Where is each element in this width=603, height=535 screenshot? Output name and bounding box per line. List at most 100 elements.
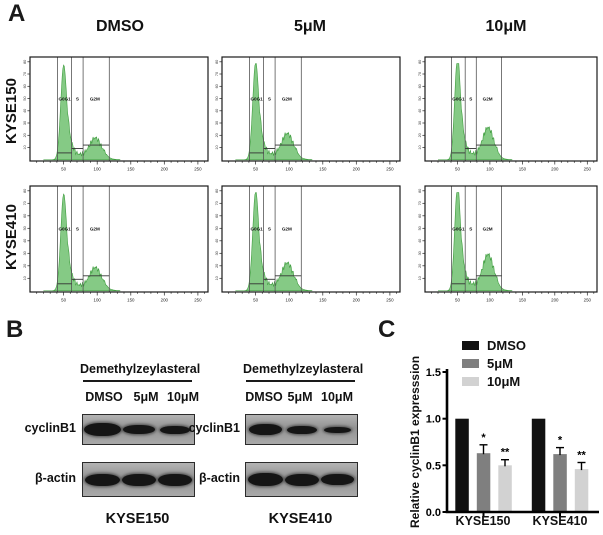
protein-label-cyclinb1: cyclinB1 [24, 421, 76, 435]
y-tick-label: 70 [23, 201, 27, 205]
significance-marker: ** [577, 450, 586, 462]
blot-band [157, 473, 192, 486]
significance-marker: * [558, 435, 563, 447]
lane-label-10um: 10μM [321, 390, 353, 404]
x-tick-label: 200 [353, 167, 361, 172]
y-tick-label: 80 [23, 189, 27, 193]
y-tick-label: 50 [215, 96, 219, 100]
flow-histogram-kyse150-dmso: G0G1 S G2M 50 100 150 200 250 10 20 30 40 50 60 70 80 [19, 54, 211, 174]
lane-label-10um: 10μM [167, 390, 199, 404]
y-tick-label: 20 [418, 264, 422, 268]
flow-histogram-svg: G0G1 S G2M 50 100 150 200 250 10 20 30 40 50 60 70 80 [418, 185, 598, 303]
x-tick-label: 250 [386, 167, 394, 172]
y-tick-label: 20 [418, 133, 422, 137]
x-tick-label: 200 [161, 167, 169, 172]
gate-label-g2m: G2M [282, 97, 292, 102]
y-tick-label: 20 [215, 264, 219, 268]
gate-label-g0g1: G0G1 [58, 97, 71, 102]
x-tick-label: 200 [551, 167, 559, 172]
y-tick-label: 70 [23, 72, 27, 76]
column-title-10um: 10μM [485, 18, 527, 35]
y-tick-label: 10 [418, 145, 422, 149]
x-tick-label: 50 [61, 298, 66, 303]
plot-frame [29, 56, 209, 162]
lane-labels-kyse410: DMSO 5μM 10μM [245, 390, 356, 404]
lane-label-dmso: DMSO [85, 390, 123, 404]
y-tick-label: 50 [23, 226, 27, 230]
x-tick-label: 250 [194, 298, 202, 303]
x-tick-label: 150 [127, 298, 135, 303]
plot-frame [221, 185, 401, 293]
y-tick-label: 80 [215, 60, 219, 64]
bar-KYSE150-5μM [476, 453, 491, 512]
blot-band [248, 424, 282, 435]
y-tick-label: 40 [418, 109, 422, 113]
y-tick-label: 60 [23, 84, 27, 88]
legend-label-10um: 10μM [487, 373, 521, 389]
y-tick-label: 20 [23, 133, 27, 137]
x-tick-label: 200 [161, 298, 169, 303]
gate-label-g2m: G2M [483, 97, 493, 102]
legend-swatch-5um [462, 358, 479, 368]
y-tick-label: 1.5 [426, 367, 441, 379]
y-tick-label: 50 [215, 226, 219, 230]
y-tick-label: 70 [215, 72, 219, 76]
gate-label-g2m: G2M [90, 227, 100, 232]
histogram-curve [235, 192, 313, 292]
plot-frame [29, 185, 209, 293]
histogram-curve [43, 193, 121, 292]
treatment-header-kyse410: Demethylzeylasteral [243, 362, 364, 376]
blot-band [159, 425, 190, 434]
gate-label-s: S [268, 227, 271, 232]
y-tick-label: 40 [418, 239, 422, 243]
plot-frame [424, 56, 598, 162]
gate-label-g0g1: G0G1 [250, 227, 263, 232]
legend-item-5um: 5μM [462, 354, 526, 372]
legend-item-dmso: DMSO [462, 336, 526, 354]
plot-frame [221, 56, 401, 162]
x-tick-label: 50 [455, 298, 460, 303]
lane-label-dmso: DMSO [245, 390, 283, 404]
legend-swatch-dmso [462, 340, 479, 350]
y-tick-label: 30 [418, 251, 422, 255]
x-tick-label: 250 [194, 167, 202, 172]
blot-band [324, 426, 352, 433]
blot-band [122, 425, 155, 434]
bar-KYSE410-10μM [574, 469, 589, 512]
blot-bactin-kyse410 [245, 462, 358, 497]
x-tick-label: 250 [386, 298, 394, 303]
protein-label-cyclinb1: cyclinB1 [188, 421, 240, 435]
gate-label-s: S [469, 97, 472, 102]
blot-cyclinb1-kyse410 [245, 414, 358, 445]
y-tick-label: 40 [23, 239, 27, 243]
bar-chart: 0.0 0.5 1.0 1.5 * * ** ** [420, 330, 603, 535]
x-tick-label: 200 [353, 298, 361, 303]
blot-band [83, 423, 121, 436]
y-tick-label: 80 [418, 189, 422, 193]
lane-label-5um: 5μM [287, 390, 313, 404]
flow-histogram-kyse410-dmso: G0G1 S G2M 50 100 150 200 250 10 20 30 40 50 60 70 80 [19, 183, 211, 305]
y-tick-label: 20 [23, 264, 27, 268]
histogram-curve [438, 63, 513, 161]
y-tick-label: 30 [215, 121, 219, 125]
y-tick-label: 1.0 [426, 414, 441, 426]
blot-band [284, 473, 319, 486]
x-tick-label: 50 [253, 298, 258, 303]
significance-marker: * [481, 432, 486, 444]
x-tick-label: 50 [253, 167, 258, 172]
panel-b-label: B [6, 316, 24, 343]
bar-KYSE150-DMSO [455, 418, 469, 512]
legend-swatch-10um [462, 376, 479, 386]
y-tick-label: 10 [23, 276, 27, 280]
x-tick-label: 250 [584, 298, 592, 303]
bar-chart-svg: 0.00.51.01.5* *** ** [426, 367, 599, 519]
x-tick-label: 150 [127, 167, 135, 172]
x-tick-label: 150 [319, 167, 327, 172]
gate-label-s: S [76, 227, 79, 232]
legend-item-10um: 10μM [462, 372, 526, 390]
gate-label-s: S [76, 97, 79, 102]
blot-band [121, 473, 156, 486]
x-tick-label: 150 [519, 167, 527, 172]
chart-category-kyse150: KYSE150 [455, 514, 511, 528]
x-tick-label: 100 [486, 167, 494, 172]
